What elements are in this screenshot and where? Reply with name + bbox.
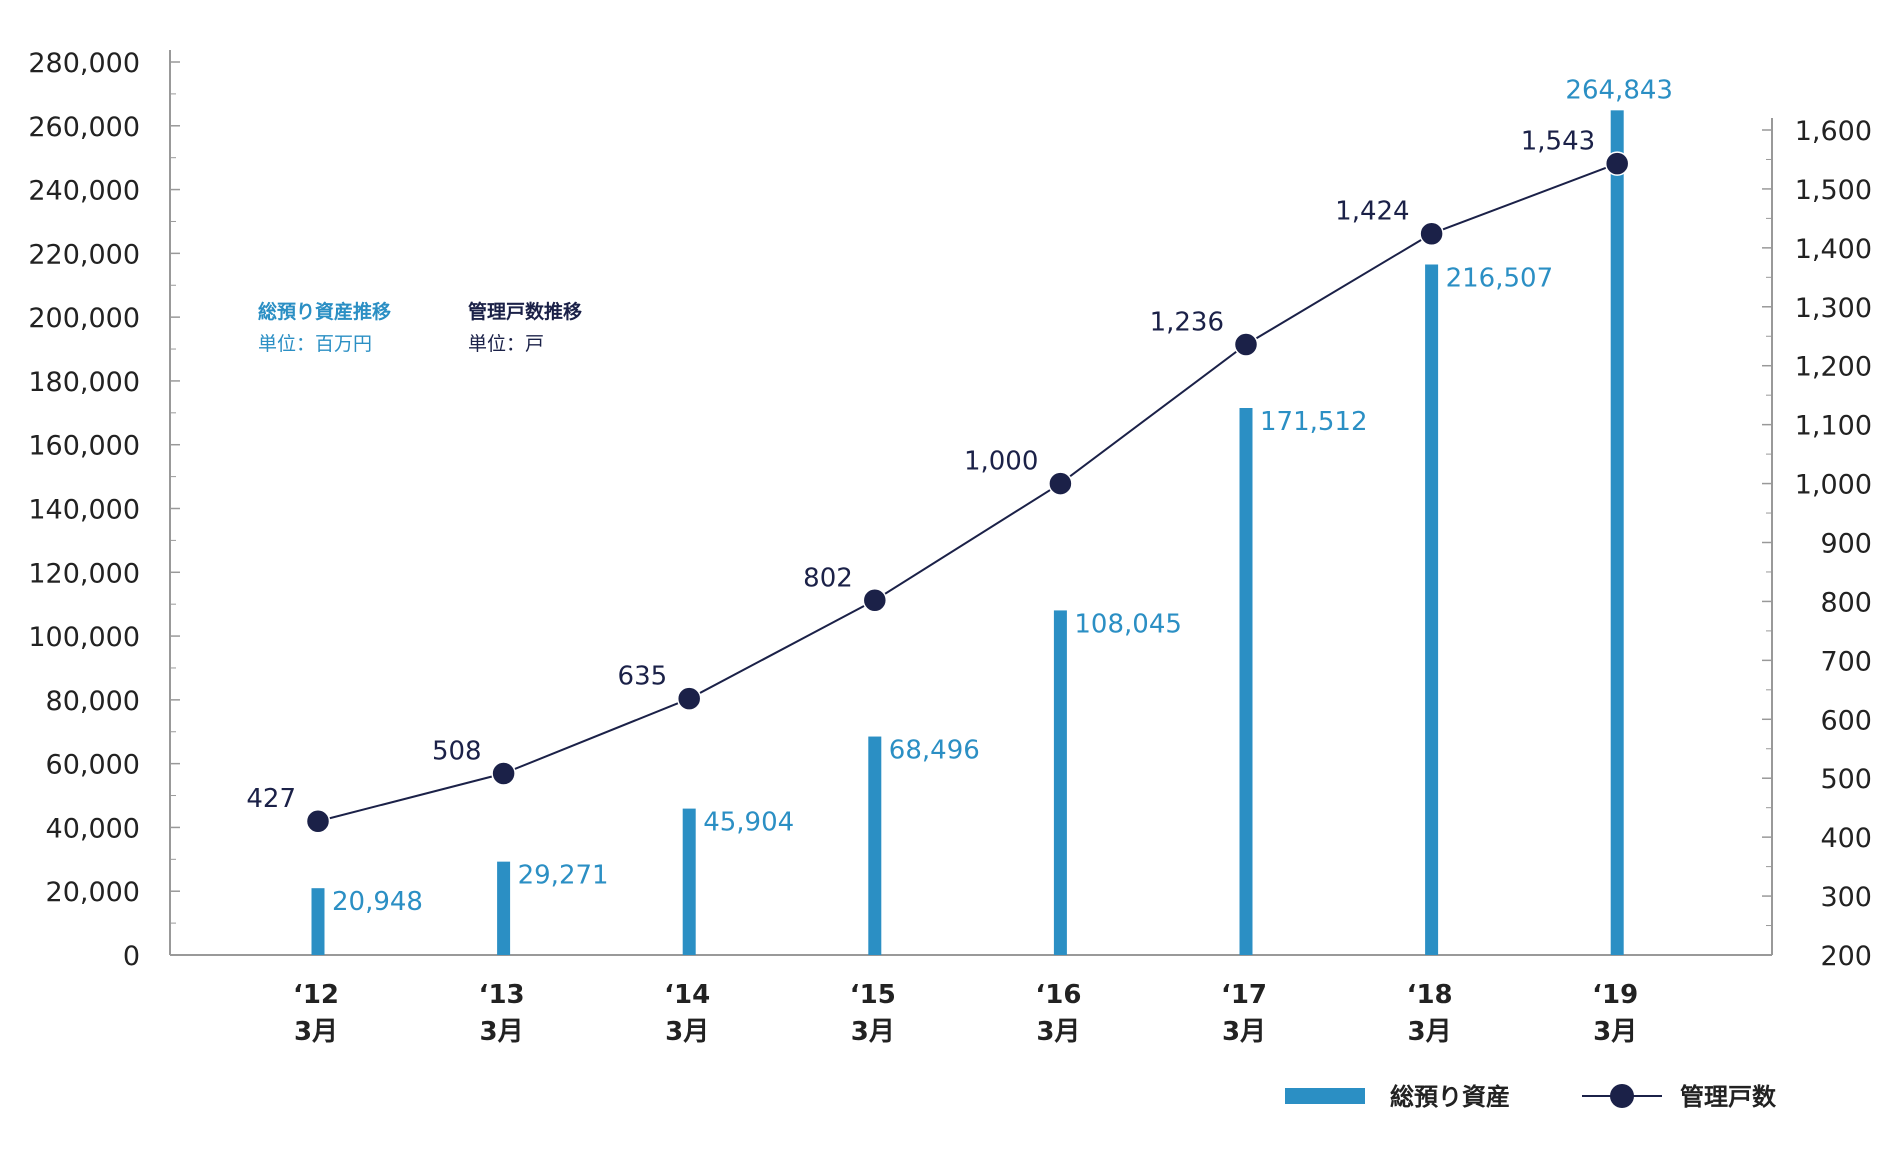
left-tick-label: 280,000 xyxy=(28,48,140,79)
bar xyxy=(1425,264,1439,955)
x-category-year: ‘14 xyxy=(664,980,710,1010)
x-category-year: ‘17 xyxy=(1221,980,1267,1010)
right-tick-label: 800 xyxy=(1820,587,1872,618)
line-series xyxy=(317,162,1618,823)
line-data-label: 508 xyxy=(432,737,482,767)
left-tick-label: 140,000 xyxy=(28,495,140,526)
bar-data-label: 20,948 xyxy=(332,887,423,917)
x-category-month: 3月 xyxy=(851,1017,895,1047)
x-category-year: ‘12 xyxy=(293,980,339,1010)
labels-layer: 20,948 29,271 45,904 68,496 108,045 171,512 21… xyxy=(246,75,1673,917)
left-tick-label: 100,000 xyxy=(28,622,140,653)
right-tick-label: 600 xyxy=(1820,705,1872,736)
right-tick-label: 1,000 xyxy=(1795,470,1872,501)
right-tick-label: 500 xyxy=(1820,764,1872,795)
bar xyxy=(311,888,325,955)
bars-layer xyxy=(311,110,1624,955)
line-point xyxy=(676,686,702,711)
bar-data-label: 216,507 xyxy=(1446,263,1554,293)
right-tick-label: 400 xyxy=(1820,823,1872,854)
right-tick-label: 1,100 xyxy=(1795,411,1872,442)
right-tick-label: 900 xyxy=(1820,529,1872,560)
left-tick-label: 180,000 xyxy=(28,367,140,398)
line-data-label: 1,543 xyxy=(1521,127,1595,157)
bar xyxy=(1053,610,1067,955)
x-category-month: 3月 xyxy=(1036,1017,1080,1047)
assets-note-title: 総預り資産推移 xyxy=(258,300,391,323)
left-tick-label: 200,000 xyxy=(28,303,140,334)
units-note-unit: 単位：戸 xyxy=(468,333,544,355)
bar-data-label: 171,512 xyxy=(1260,407,1368,437)
left-tick-label: 120,000 xyxy=(28,558,140,589)
assets-note-unit: 単位：百万円 xyxy=(258,333,372,355)
right-tick-label: 200 xyxy=(1820,941,1872,972)
legend-line-marker xyxy=(1610,1084,1634,1108)
line-data-label: 1,000 xyxy=(964,447,1038,477)
line-point xyxy=(862,588,888,613)
right-tick-label: 1,300 xyxy=(1795,293,1872,324)
left-tick-label: 20,000 xyxy=(46,877,140,908)
line-point xyxy=(491,761,516,786)
bar xyxy=(868,736,882,955)
x-category-year: ‘18 xyxy=(1407,980,1453,1010)
x-category-month: 3月 xyxy=(294,1017,338,1047)
left-tick-label: 60,000 xyxy=(46,750,140,781)
right-tick-label: 1,500 xyxy=(1795,175,1872,206)
bar xyxy=(1239,407,1253,955)
left-tick-label: 40,000 xyxy=(46,813,140,844)
line-data-label: 1,236 xyxy=(1150,308,1224,338)
bar xyxy=(1610,110,1624,955)
line-data-label: 635 xyxy=(618,662,668,692)
right-tick-label: 1,400 xyxy=(1795,234,1872,265)
bar-data-label: 264,843 xyxy=(1565,75,1673,105)
right-tick-label: 300 xyxy=(1820,882,1872,913)
line-data-label: 1,424 xyxy=(1335,197,1409,227)
bar-data-label: 29,271 xyxy=(518,861,609,891)
line-point xyxy=(1604,151,1630,176)
x-category-month: 3月 xyxy=(480,1017,524,1047)
axes-layer: 0 20,000 40,000 60,000 80,000 100,000 120,000 1… xyxy=(28,48,1872,1047)
x-category-year: ‘16 xyxy=(1035,980,1081,1010)
left-tick-label: 80,000 xyxy=(46,686,140,717)
bar xyxy=(497,861,511,955)
line-point xyxy=(1233,332,1259,357)
x-category-year: ‘13 xyxy=(479,980,525,1010)
left-tick-label: 0 xyxy=(123,941,140,972)
line-point xyxy=(305,808,331,834)
chart-notes: 総預り資産推移 単位：百万円 管理戸数推移 単位：戸 xyxy=(258,300,582,355)
line-data-label: 802 xyxy=(803,563,853,593)
bar-data-label: 68,496 xyxy=(889,736,980,766)
left-tick-label: 260,000 xyxy=(28,112,140,143)
line-layer xyxy=(305,151,1630,834)
bar-data-label: 45,904 xyxy=(703,808,794,838)
x-category-month: 3月 xyxy=(1408,1017,1452,1047)
bar xyxy=(682,808,696,955)
x-category-year: ‘19 xyxy=(1592,980,1638,1010)
x-category-month: 3月 xyxy=(1593,1017,1637,1047)
right-tick-label: 1,200 xyxy=(1795,352,1872,383)
line-data-label: 427 xyxy=(246,784,296,814)
legend-bar-swatch xyxy=(1285,1088,1365,1104)
x-category-month: 3月 xyxy=(1222,1017,1266,1047)
line-point xyxy=(1419,221,1444,246)
x-category-month: 3月 xyxy=(665,1017,709,1047)
legend-line-label: 管理戸数 xyxy=(1680,1083,1777,1111)
line-point xyxy=(1048,471,1073,496)
x-category-year: ‘15 xyxy=(850,980,896,1010)
left-tick-label: 240,000 xyxy=(28,176,140,207)
right-tick-label: 1,600 xyxy=(1795,116,1872,147)
legend: 総預り資産 管理戸数 xyxy=(1285,1083,1777,1111)
left-tick-label: 160,000 xyxy=(28,431,140,462)
left-tick-label: 220,000 xyxy=(28,239,140,270)
legend-bar-label: 総預り資産 xyxy=(1390,1083,1510,1111)
right-tick-label: 700 xyxy=(1820,646,1872,677)
units-note-title: 管理戸数推移 xyxy=(468,300,582,323)
bar-data-label: 108,045 xyxy=(1074,609,1182,639)
